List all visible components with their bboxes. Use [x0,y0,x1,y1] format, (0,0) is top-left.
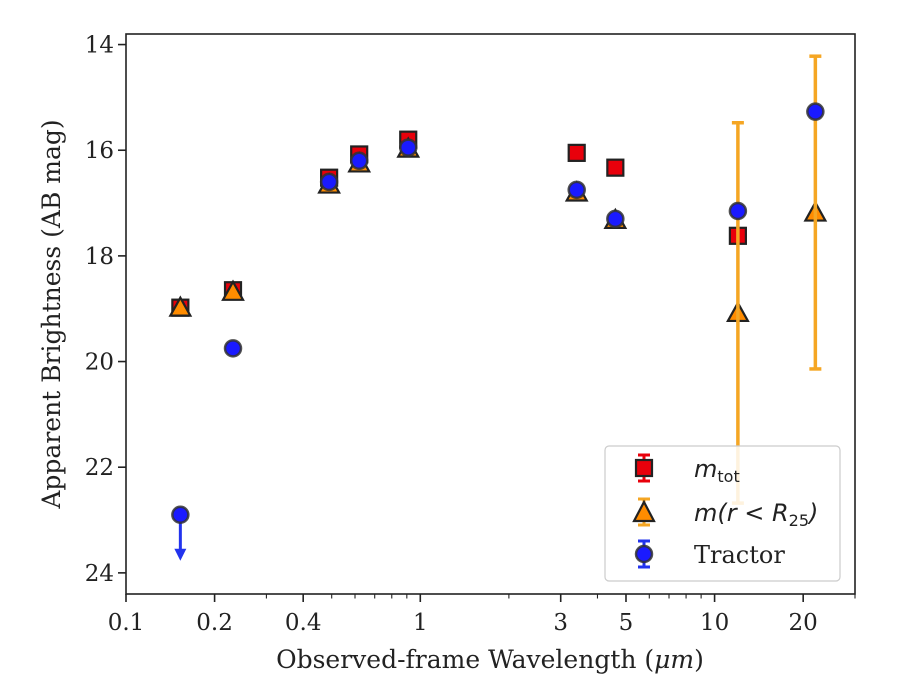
data-point-circle [806,102,825,121]
plot-frame [125,33,856,595]
y-tick-label: 14 [85,33,114,59]
ticks-layer: 0.1 0.2 0.4 1 3 5 10 20 14 16 18 20 22 24 [85,33,856,636]
x-tick-label: 0.2 [196,610,233,636]
x-tick-label: 0.4 [285,610,322,636]
data-point-circle [171,505,190,525]
x-tick-label: 0.1 [108,610,145,636]
x-axis-label: Observed-frame Wavelength (μm) [276,645,704,674]
data-point-triangle [168,295,193,317]
data-point-circle [728,201,748,221]
legend-triangle-marker [632,499,656,523]
x-tick-label: 10 [700,610,729,636]
legend-square-marker [634,458,654,478]
legend-entry-tractor: Tractor [634,539,785,569]
y-tick-label: 16 [85,138,114,164]
x-tick-label: 20 [789,610,818,636]
y-tick-label: 20 [85,350,114,376]
data-point-circle [567,180,586,200]
upper-limit-arrowhead [174,548,187,561]
data-point-circle [606,209,625,229]
series-layer [168,54,828,561]
x-tick-label: 5 [619,610,634,636]
data-point-circle [223,339,243,358]
legend-label-mtot: mtot [694,455,740,486]
x-tick-label: 1 [413,610,428,636]
legend-label-mr25: m(r < R25) [694,499,818,530]
data-point-circle [319,172,339,192]
data-point-square [567,143,586,162]
data-point-circle [398,138,418,157]
y-axis-label: Apparent Brightness (AB mag) [37,119,66,509]
legend-label-tractor: Tractor [694,541,785,569]
data-point-square [606,158,625,177]
y-tick-label: 24 [85,561,114,587]
y-tick-label: 22 [85,455,114,481]
y-tick-label: 18 [85,244,114,270]
legend-box [604,445,841,582]
legend-entry-mtot: mtot [634,453,740,486]
data-point-circle [349,151,369,171]
legend-entry-mr25: m(r < R25) [632,497,818,530]
series-2 [171,102,825,561]
data-point-triangle [221,279,245,301]
x-tick-label: 3 [553,610,568,636]
legend: mtot m(r < R25) Tractor [604,445,841,582]
legend-circle-marker [634,544,654,564]
